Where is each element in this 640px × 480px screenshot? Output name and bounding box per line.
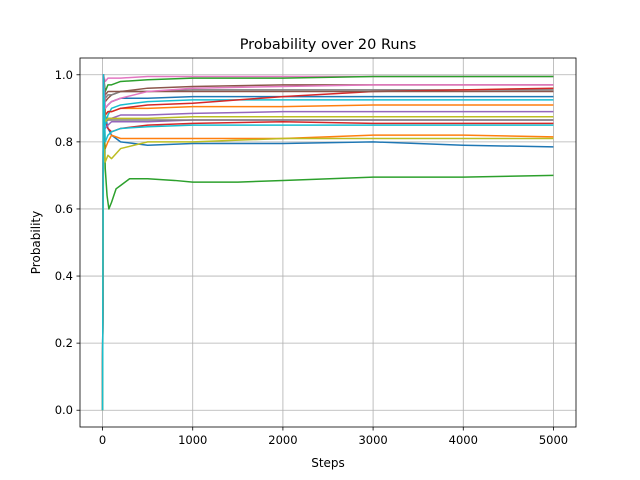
series-line-3 [101,90,554,411]
plot-area [80,58,576,427]
y-axis-ticks: 0.0 0.2 0.4 0.6 0.8 1.0 [55,68,80,417]
y-tick-label: 0.8 [55,135,73,149]
plot-frame [79,57,577,428]
x-axis-ticks: 0 1000 2000 3000 4000 5000 [99,427,568,447]
x-axis-label: Steps [311,456,345,470]
series-lines [101,74,554,411]
x-tick-label: 4000 [449,433,478,447]
y-tick-label: 0.6 [55,202,73,216]
x-tick-label: 1000 [178,433,207,447]
series-line-9 [101,137,554,411]
chart-title: Probability over 20 Runs [240,37,417,53]
y-axis-label: Probability [29,211,43,274]
x-tick-label: 0 [99,433,106,447]
series-line-20 [101,74,554,411]
x-tick-label: 2000 [268,433,297,447]
y-tick-label: 0.4 [55,269,73,283]
x-tick-label: 5000 [539,433,568,447]
y-tick-label: 0.2 [55,336,73,350]
y-tick-label: 1.0 [55,68,73,82]
x-tick-label: 3000 [358,433,387,447]
y-tick-label: 0.0 [55,403,73,417]
